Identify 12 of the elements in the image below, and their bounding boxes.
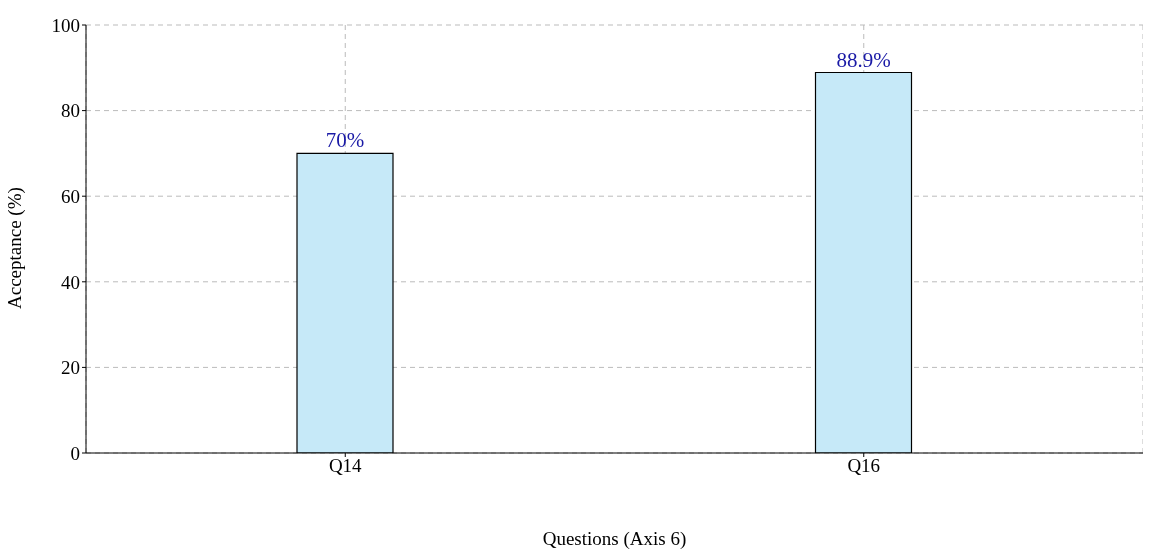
y-tick-label: 40 [61, 271, 80, 293]
y-tick-label: 60 [61, 185, 80, 207]
y-axis-title: Acceptance (%) [3, 187, 26, 309]
y-tick-label: 0 [70, 442, 80, 464]
data-label: 70% [325, 128, 365, 153]
y-tick-label: 20 [61, 357, 80, 379]
x-tick-label: Q14 [328, 455, 363, 477]
y-tick-label: 80 [61, 100, 80, 122]
x-axis-title: Questions (Axis 6) [542, 528, 687, 550]
y-tick-label: 100 [51, 14, 80, 36]
x-tick-label: Q16 [847, 455, 881, 477]
data-label: 88.9% [836, 47, 891, 72]
